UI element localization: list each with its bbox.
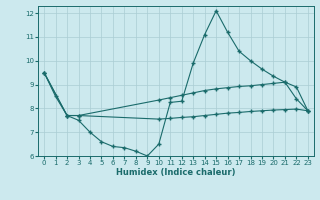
X-axis label: Humidex (Indice chaleur): Humidex (Indice chaleur) bbox=[116, 168, 236, 177]
